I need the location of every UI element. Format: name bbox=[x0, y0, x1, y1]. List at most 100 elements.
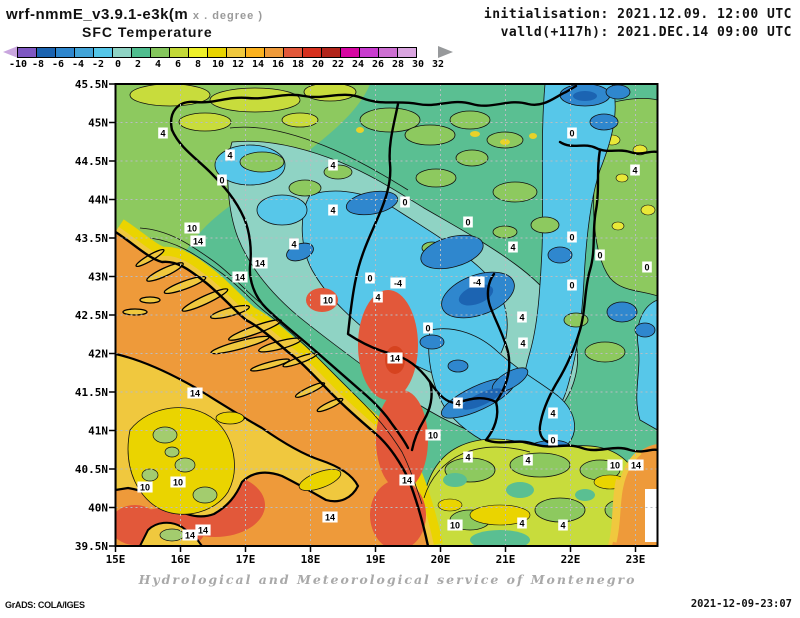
svg-text:10: 10 bbox=[610, 461, 620, 471]
svg-text:43N: 43N bbox=[88, 271, 108, 284]
svg-text:10: 10 bbox=[428, 431, 438, 441]
svg-text:40.5N: 40.5N bbox=[75, 463, 108, 476]
thin-contours bbox=[139, 126, 531, 505]
svg-text:4: 4 bbox=[520, 339, 525, 349]
svg-text:14: 14 bbox=[402, 476, 412, 486]
colorbar-tick: 8 bbox=[194, 59, 202, 70]
svg-text:0: 0 bbox=[425, 324, 430, 334]
no-data-notch bbox=[645, 489, 658, 542]
svg-text:4: 4 bbox=[227, 151, 232, 161]
colorbar-tick-labels: -10 -8 -6 -4 -2 0 2 4 6 8 10 12 14 16 18 20 22 24 26 28 30 32 bbox=[9, 59, 444, 73]
svg-text:17E: 17E bbox=[236, 553, 256, 566]
colorbar-tick: 28 bbox=[391, 59, 405, 70]
coastline bbox=[115, 230, 430, 546]
svg-text:4: 4 bbox=[510, 243, 515, 253]
colorbar-tick: -6 bbox=[51, 59, 65, 70]
cyan-region-e-edge bbox=[636, 299, 658, 431]
colorbar-tick: 30 bbox=[411, 59, 425, 70]
model-title-main: wrf-nmmE_v3.9.1-e3k(m bbox=[6, 6, 189, 23]
svg-text:4: 4 bbox=[291, 240, 296, 250]
colorbar-tick: 20 bbox=[311, 59, 325, 70]
colorbar-above-arrow bbox=[438, 46, 453, 58]
svg-text:41N: 41N bbox=[88, 425, 108, 438]
svg-text:0: 0 bbox=[402, 198, 407, 208]
svg-text:4: 4 bbox=[160, 129, 165, 139]
svg-text:39.5N: 39.5N bbox=[75, 540, 108, 553]
svg-text:10: 10 bbox=[450, 521, 460, 531]
colorbar-tick: 26 bbox=[371, 59, 385, 70]
svg-text:4: 4 bbox=[525, 456, 530, 466]
run-info: initialisation: 2021.12.09. 12:00 UTC va… bbox=[484, 6, 792, 42]
model-title: wrf-nmmE_v3.9.1-e3k(m x . degree ) bbox=[6, 6, 263, 23]
colorbar-segments bbox=[17, 47, 417, 58]
svg-text:43.5N: 43.5N bbox=[75, 232, 108, 245]
south-teal-spots bbox=[443, 473, 595, 546]
colorbar-tick: 32 bbox=[431, 59, 445, 70]
colorbar-tick: 10 bbox=[211, 59, 225, 70]
model-title-units: x . degree ) bbox=[192, 10, 263, 22]
svg-text:0: 0 bbox=[367, 274, 372, 284]
svg-text:15E: 15E bbox=[106, 553, 126, 566]
svg-text:0: 0 bbox=[569, 233, 574, 243]
svg-text:22E: 22E bbox=[561, 553, 581, 566]
grads-credit: GrADS: COLA/IGES bbox=[5, 600, 85, 610]
svg-text:0: 0 bbox=[465, 218, 470, 228]
svg-text:14: 14 bbox=[390, 354, 400, 364]
svg-text:4: 4 bbox=[465, 453, 470, 463]
svg-text:4: 4 bbox=[330, 206, 335, 216]
svg-text:0: 0 bbox=[644, 263, 649, 273]
colorbar-tick: 24 bbox=[351, 59, 365, 70]
colorbar-tick: 14 bbox=[251, 59, 265, 70]
map-art bbox=[115, 84, 658, 546]
colorbar-tick: 2 bbox=[134, 59, 142, 70]
axes: 45.5N 45N 44.5N 44N 43.5N 43N 42.5N 42N 41.5N 41N… bbox=[75, 78, 646, 566]
svg-text:4: 4 bbox=[519, 313, 524, 323]
creation-timestamp: 2021-12-09-23:07 bbox=[690, 598, 792, 610]
svg-text:18E: 18E bbox=[301, 553, 321, 566]
svg-text:4: 4 bbox=[550, 409, 555, 419]
svg-text:14: 14 bbox=[190, 389, 200, 399]
svg-text:4: 4 bbox=[632, 166, 637, 176]
svg-text:0: 0 bbox=[569, 129, 574, 139]
italy-green-spots bbox=[141, 426, 218, 504]
svg-text:42N: 42N bbox=[88, 348, 108, 361]
svg-text:14: 14 bbox=[235, 273, 245, 283]
svg-text:4: 4 bbox=[455, 399, 460, 409]
map-frame bbox=[114, 83, 659, 547]
svg-text:23E: 23E bbox=[626, 553, 646, 566]
svg-text:-4: -4 bbox=[394, 279, 402, 289]
svg-text:45N: 45N bbox=[88, 117, 108, 130]
colorbar-tick: 4 bbox=[154, 59, 162, 70]
warm-patches-top bbox=[129, 84, 357, 132]
svg-text:44.5N: 44.5N bbox=[75, 155, 108, 168]
colorbar-tick: 6 bbox=[174, 59, 182, 70]
svg-text:0: 0 bbox=[597, 251, 602, 261]
svg-text:42.5N: 42.5N bbox=[75, 309, 108, 322]
yellow-dots bbox=[356, 127, 537, 145]
svg-text:14: 14 bbox=[193, 237, 203, 247]
islands bbox=[122, 248, 344, 413]
svg-text:45.5N: 45.5N bbox=[75, 78, 108, 91]
svg-text:0: 0 bbox=[219, 176, 224, 186]
svg-text:14: 14 bbox=[325, 513, 335, 523]
colorbar-segment bbox=[397, 47, 417, 58]
svg-text:4: 4 bbox=[375, 293, 380, 303]
svg-text:19E: 19E bbox=[366, 553, 386, 566]
yellow-spots-east bbox=[603, 134, 656, 231]
colorbar-tick: 0 bbox=[114, 59, 122, 70]
graticule bbox=[115, 84, 658, 546]
colorbar-tick: -10 bbox=[8, 59, 28, 70]
colorbar-tick: 22 bbox=[331, 59, 345, 70]
svg-text:4: 4 bbox=[519, 519, 524, 529]
svg-text:10: 10 bbox=[140, 483, 150, 493]
colorbar-tick: -2 bbox=[91, 59, 105, 70]
svg-text:14: 14 bbox=[185, 531, 195, 541]
svg-text:14: 14 bbox=[631, 461, 641, 471]
colorbar-tick: 16 bbox=[271, 59, 285, 70]
svg-text:10: 10 bbox=[187, 224, 197, 234]
colorbar-tick: 12 bbox=[231, 59, 245, 70]
svg-text:0: 0 bbox=[569, 281, 574, 291]
svg-text:16E: 16E bbox=[171, 553, 191, 566]
colorbar-tick: -4 bbox=[71, 59, 85, 70]
svg-text:0: 0 bbox=[550, 436, 555, 446]
